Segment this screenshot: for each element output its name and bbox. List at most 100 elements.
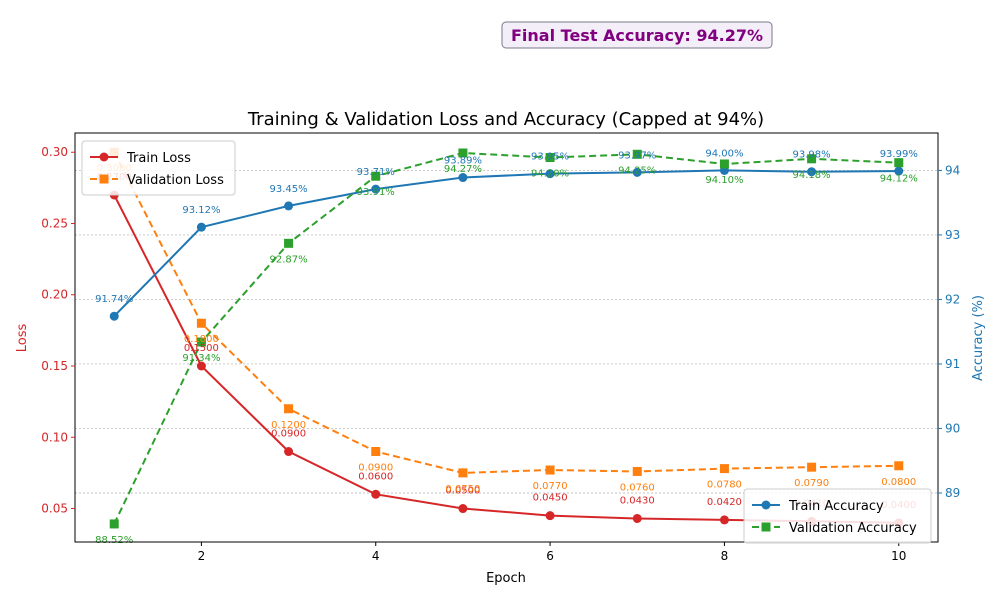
val-loss-data-label: 0.1800 — [184, 334, 219, 345]
x-tick-label: 2 — [198, 549, 206, 563]
axes: 2 4 6 8 10 0.05 0.10 0.15 0.20 0.25 0.30 89 90 91 92 93… — [41, 145, 960, 563]
val-acc-data-label: 88.52% — [95, 535, 133, 546]
train-acc-point — [894, 166, 904, 176]
val-acc-point — [807, 154, 817, 164]
y-axis-label-left: Loss — [15, 324, 30, 353]
y-tick-label-left: 0.20 — [41, 288, 68, 302]
annotation-text: Final Test Accuracy: 94.27% — [511, 26, 763, 45]
x-tick-label: 4 — [372, 549, 380, 563]
val-loss-point — [545, 465, 555, 475]
val-acc-data-label: 92.87% — [270, 254, 308, 265]
train-loss-line — [113, 194, 899, 524]
train-acc-data-label: 93.89% — [444, 156, 482, 167]
val-loss-data-label: 0.0800 — [881, 477, 916, 488]
series-layer — [109, 147, 904, 529]
val-acc-point — [545, 153, 555, 163]
y-tick-label-right: 92 — [945, 292, 960, 306]
y-tick-label-right: 93 — [945, 228, 960, 242]
val-loss-data-label: 0.0770 — [533, 481, 568, 492]
train-acc-data-label: 94.00% — [705, 148, 743, 159]
y-axis-label-right: Accuracy (%) — [971, 295, 986, 381]
annotation-box: Final Test Accuracy: 94.27% — [501, 21, 773, 49]
val-loss-point — [719, 464, 729, 474]
val-loss-data-label: 0.1200 — [271, 420, 306, 431]
train-loss-point — [458, 504, 468, 514]
x-tick-label: 8 — [721, 549, 729, 563]
legend-loss-swatch-marker — [99, 174, 109, 184]
train-acc-point — [284, 201, 294, 211]
chart-title: Training & Validation Loss and Accuracy … — [247, 109, 764, 130]
gridlines — [75, 170, 938, 494]
data-labels: 0.27000.15000.09000.06000.05000.04500.04… — [95, 148, 918, 546]
train-loss-data-label: 0.0900 — [271, 429, 306, 440]
val-acc-point — [371, 171, 381, 181]
val-acc-data-label: 94.27% — [444, 164, 482, 175]
train-acc-data-label: 93.45% — [270, 184, 308, 195]
val-acc-data-label: 94.20% — [531, 169, 569, 180]
y-tick-label-right: 94 — [945, 163, 960, 177]
y-tick-label-left: 0.25 — [41, 216, 68, 230]
train-loss-data-label: 0.0500 — [445, 486, 480, 497]
val-loss-point — [458, 468, 468, 478]
y-tick-label-left: 0.30 — [41, 145, 68, 159]
val-loss-data-label: 0.0750 — [445, 484, 480, 495]
train-loss-point — [196, 361, 206, 371]
y-tick-label-right: 90 — [945, 421, 960, 435]
val-acc-point — [196, 337, 206, 347]
legend-loss-swatch-marker — [99, 152, 109, 162]
y-tick-label-right: 89 — [945, 486, 960, 500]
train-loss-data-label: 0.0600 — [358, 471, 393, 482]
train-loss-point — [284, 447, 294, 457]
train-acc-point — [807, 167, 817, 177]
val-acc-point — [894, 158, 904, 168]
val-acc-data-label: 94.25% — [618, 165, 656, 176]
train-acc-data-label: 93.71% — [357, 167, 395, 178]
val-loss-point — [632, 466, 642, 476]
val-acc-data-label: 91.34% — [182, 353, 220, 364]
y-tick-label-left: 0.05 — [41, 502, 68, 516]
train-acc-data-label: 93.98% — [793, 150, 831, 161]
train-loss-point — [632, 513, 642, 523]
legend-accuracy-label: Validation Accuracy — [789, 521, 917, 536]
y-tick-label-left: 0.10 — [41, 430, 68, 444]
val-acc-data-label: 93.91% — [357, 187, 395, 198]
train-acc-data-label: 91.74% — [95, 294, 133, 305]
train-acc-point — [458, 173, 468, 183]
train-acc-line — [113, 169, 899, 317]
train-acc-data-label: 93.12% — [182, 205, 220, 216]
train-loss-point — [545, 511, 555, 521]
val-loss-data-label: 0.0900 — [358, 463, 393, 474]
y-tick-label-left: 0.15 — [41, 359, 68, 373]
val-loss-line — [113, 151, 899, 474]
val-loss-point — [807, 462, 817, 472]
x-tick-label: 6 — [546, 549, 554, 563]
train-acc-point — [545, 169, 555, 179]
val-acc-point — [284, 238, 294, 248]
train-loss-data-label: 0.1500 — [184, 343, 219, 354]
legend-accuracy-swatch-marker — [761, 522, 771, 532]
val-loss-point — [894, 461, 904, 471]
val-acc-data-label: 94.10% — [705, 175, 743, 186]
val-acc-point — [109, 519, 119, 529]
y-tick-label-right: 91 — [945, 357, 960, 371]
train-loss-data-label: 0.0420 — [707, 497, 742, 508]
train-acc-point — [371, 184, 381, 194]
x-tick-label: 10 — [891, 549, 906, 563]
train-loss-point — [371, 489, 381, 499]
val-acc-data-label: 94.18% — [793, 170, 831, 181]
val-acc-point — [632, 149, 642, 159]
legend-accuracy-label: Train Accuracy — [788, 499, 884, 514]
val-loss-data-label: 0.0790 — [794, 478, 829, 489]
val-loss-point — [371, 447, 381, 457]
train-acc-point — [196, 222, 206, 232]
train-acc-point — [109, 311, 119, 321]
legend-loss-label: Validation Loss — [127, 173, 224, 188]
x-axis-label: Epoch — [486, 571, 526, 586]
legend-loss — [81, 140, 236, 196]
val-acc-point — [458, 148, 468, 158]
train-loss-data-label: 0.0450 — [533, 493, 568, 504]
plot-frame — [74, 132, 939, 543]
train-acc-data-label: 93.97% — [618, 150, 656, 161]
val-loss-data-label: 0.0760 — [620, 482, 655, 493]
